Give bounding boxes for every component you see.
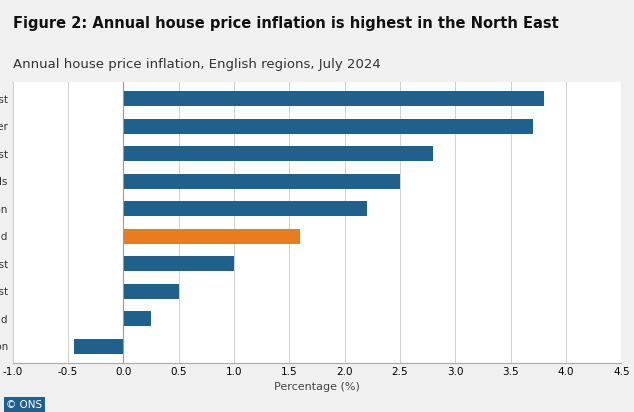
Bar [124, 229, 301, 244]
Bar [124, 146, 433, 162]
Bar [124, 256, 234, 271]
Text: © ONS: © ONS [6, 400, 42, 410]
Bar [124, 201, 367, 216]
Bar [124, 174, 400, 189]
Bar [74, 339, 124, 353]
Bar [124, 119, 533, 134]
Bar [124, 311, 151, 326]
Text: Figure 2: Annual house price inflation is highest in the North East: Figure 2: Annual house price inflation i… [13, 16, 559, 31]
Bar [124, 91, 544, 106]
Bar [124, 283, 179, 299]
X-axis label: Percentage (%): Percentage (%) [274, 382, 360, 391]
Text: Annual house price inflation, English regions, July 2024: Annual house price inflation, English re… [13, 58, 380, 71]
